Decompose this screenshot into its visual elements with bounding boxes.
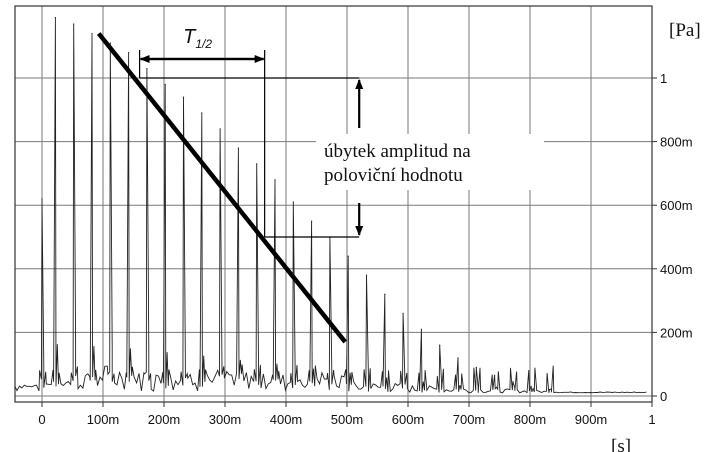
plot-border bbox=[14, 5, 653, 403]
signal-peak bbox=[292, 201, 294, 203]
signal-peak bbox=[219, 128, 221, 130]
x-tick-label: 500m bbox=[331, 412, 364, 427]
signal-peak bbox=[420, 328, 423, 330]
signal-peak bbox=[365, 274, 368, 276]
signal-peak bbox=[530, 385, 532, 388]
signal-peak bbox=[494, 374, 496, 376]
y-tick-label: 600m bbox=[660, 198, 693, 213]
signal-peak bbox=[384, 293, 386, 295]
half-life-label: T1/2 bbox=[183, 26, 212, 51]
annotation-text-line: úbytek amplitud na bbox=[324, 141, 471, 162]
y-tick-label: 0 bbox=[660, 389, 667, 404]
signal-peak bbox=[402, 312, 404, 314]
signal-peak bbox=[128, 51, 130, 54]
signal-peak bbox=[182, 96, 185, 98]
signal-peak bbox=[237, 147, 240, 149]
signal-peak bbox=[311, 220, 313, 222]
x-tick-label: 300m bbox=[209, 412, 242, 427]
plot-frame bbox=[14, 5, 653, 403]
y-axis-ticks: 0 200m 400m 600m 800m 1 bbox=[652, 71, 693, 404]
x-axis-ticks: 0 100m 200m 300m 400m 500m 600m 700m 800m 900m 1 bbox=[38, 402, 656, 427]
x-tick-label: 900m bbox=[575, 412, 608, 427]
signal-peak bbox=[146, 67, 148, 70]
y-tick-label: 200m bbox=[660, 325, 693, 340]
annotation-text-line: poloviční hodnotu bbox=[324, 165, 463, 186]
signal-peak bbox=[457, 357, 459, 359]
x-tick-label: 400m bbox=[270, 412, 303, 427]
y-tick-label: 400m bbox=[660, 262, 693, 277]
signal-line bbox=[14, 17, 647, 394]
x-tick-label: 200m bbox=[148, 412, 181, 427]
x-unit-label: [s] bbox=[611, 436, 631, 452]
signal-peak bbox=[548, 389, 551, 391]
signal-peak bbox=[475, 366, 477, 368]
x-tick-label: 600m bbox=[392, 412, 425, 427]
signal-peak bbox=[164, 83, 166, 85]
annotations: T1/2 úbytek amplitud na poloviční hodnotu bbox=[96, 26, 544, 344]
x-tick-label: 1 bbox=[648, 412, 655, 427]
signal-peak bbox=[347, 255, 349, 257]
signal-peak bbox=[54, 16, 57, 19]
x-tick-label: 100m bbox=[87, 412, 120, 427]
signal-peak bbox=[512, 381, 514, 383]
x-tick-label: 700m bbox=[453, 412, 486, 427]
signal-trace bbox=[14, 16, 647, 394]
signal-peak bbox=[256, 163, 258, 165]
signal-peak bbox=[91, 32, 93, 35]
signal-peak bbox=[439, 344, 441, 346]
y-tick-label: 800m bbox=[660, 135, 693, 150]
signal-peak bbox=[73, 23, 75, 25]
signal-peak bbox=[201, 112, 203, 114]
signal-peak bbox=[274, 179, 276, 181]
x-tick-label: 800m bbox=[514, 412, 547, 427]
y-tick-label: 1 bbox=[660, 71, 667, 86]
decay-line bbox=[96, 32, 347, 344]
y-unit-label: [Pa] bbox=[669, 20, 701, 41]
x-tick-label: 0 bbox=[38, 412, 45, 427]
signal-peak bbox=[41, 198, 43, 200]
annotation-background bbox=[316, 134, 544, 190]
signal-peak bbox=[109, 42, 111, 44]
